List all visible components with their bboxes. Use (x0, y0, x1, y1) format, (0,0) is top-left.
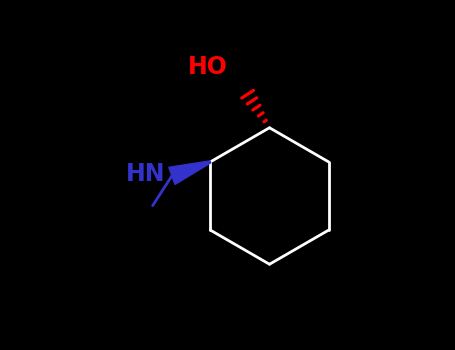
Text: HN: HN (126, 162, 165, 187)
Polygon shape (169, 161, 211, 184)
Text: HO: HO (187, 55, 228, 79)
